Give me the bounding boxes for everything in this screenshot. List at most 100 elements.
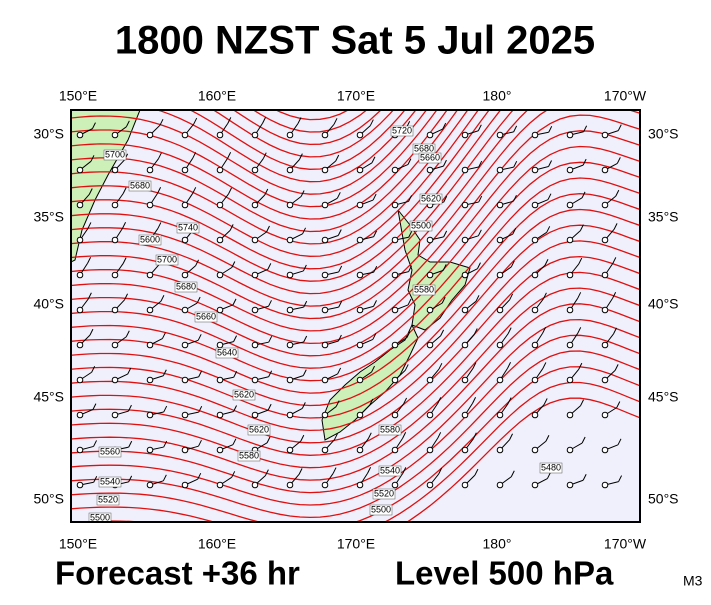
wind-feather [367, 432, 372, 439]
wind-feather [617, 438, 622, 446]
contour-line [71, 177, 640, 382]
contour-label-box [232, 389, 256, 401]
wind-station [601, 411, 609, 419]
wind-feather [372, 193, 377, 201]
wind-feather [333, 118, 338, 125]
contour-label: 5580 [414, 284, 434, 294]
wind-feather [472, 432, 477, 439]
contour-line [212, 110, 395, 158]
wind-feather [303, 335, 308, 343]
wind-station [426, 376, 434, 384]
contour-label-box [138, 234, 162, 246]
wind-station [111, 201, 119, 209]
wind-feather [157, 152, 162, 160]
wind-station [181, 131, 189, 139]
wind-station [566, 376, 574, 384]
wind-station [286, 411, 294, 419]
wind-station [321, 201, 329, 209]
wind-station [111, 271, 119, 279]
wind-feather [163, 405, 168, 413]
wind-feather [612, 292, 617, 299]
wind-feather [232, 298, 237, 306]
wind-feather [298, 153, 303, 160]
wind-feather [440, 329, 445, 337]
lat-label: 50°S [33, 491, 64, 507]
contour-label-box [369, 504, 393, 516]
wind-station [286, 166, 294, 174]
wind-feather [613, 327, 617, 335]
wind-feather [92, 122, 96, 129]
wind-station [146, 166, 154, 174]
wind-station [321, 481, 329, 489]
wind-feather [477, 124, 482, 131]
wind-feather [264, 469, 269, 476]
wind-station [391, 446, 399, 454]
wind-station [531, 446, 539, 454]
contour-label-box [103, 149, 127, 161]
wind-station [181, 271, 189, 279]
south-island [321, 323, 419, 441]
contour-line [71, 110, 490, 270]
wind-feather [231, 261, 236, 268]
wind-station [496, 341, 504, 349]
wind-feather [335, 154, 340, 162]
wind-station [356, 236, 364, 244]
wind-feather [472, 362, 477, 369]
wind-station [251, 341, 259, 349]
contour-line [71, 240, 640, 432]
wind-station [76, 306, 84, 314]
contour-label-box [96, 494, 120, 506]
wind-station [286, 446, 294, 454]
wind-station [461, 236, 469, 244]
wind-station [461, 446, 469, 454]
wind-station [461, 376, 469, 384]
wind-station [601, 446, 609, 454]
wind-station [426, 271, 434, 279]
contour-label-box [390, 125, 414, 137]
wind-station [286, 271, 294, 279]
contour-label-box [378, 424, 402, 436]
wind-feather [512, 227, 517, 235]
wind-feather [266, 225, 270, 233]
contour-label-box [247, 424, 271, 436]
wind-feather [507, 327, 512, 334]
wind-feather [92, 403, 97, 410]
contour-label: 5660 [420, 152, 440, 162]
wind-feather [266, 436, 271, 444]
wind-feather [583, 125, 588, 132]
wind-feather [124, 293, 129, 301]
lon-label: 180° [483, 88, 512, 104]
wind-feather [477, 229, 482, 237]
wind-feather [614, 364, 619, 371]
wind-station [356, 376, 364, 384]
wind-station [601, 131, 609, 139]
wind-station [146, 411, 154, 419]
contour-line [188, 110, 406, 170]
wind-feather [303, 300, 308, 308]
wind-station [601, 341, 609, 349]
wind-station [321, 236, 329, 244]
wind-station [111, 411, 119, 419]
contour-label-box [418, 152, 442, 164]
wind-feather [546, 472, 551, 479]
wind-feather [159, 118, 164, 126]
wind-feather [87, 222, 92, 229]
wind-station [76, 446, 84, 454]
wind-feather [513, 125, 518, 133]
wind-feather [162, 369, 167, 376]
wind-feather [198, 439, 202, 447]
wind-feather [228, 187, 232, 195]
wind-station [356, 131, 364, 139]
wind-station [181, 446, 189, 454]
contour-line [71, 130, 640, 345]
wind-station [391, 271, 399, 279]
wind-feather [373, 300, 377, 307]
contour-line [232, 110, 382, 146]
wind-feather [507, 361, 512, 369]
wind-feather [87, 292, 92, 300]
contour-line [71, 110, 514, 295]
wind-feather [548, 125, 553, 133]
wind-feather [542, 362, 547, 369]
lon-label: 170°E [337, 536, 375, 552]
wind-station [76, 236, 84, 244]
